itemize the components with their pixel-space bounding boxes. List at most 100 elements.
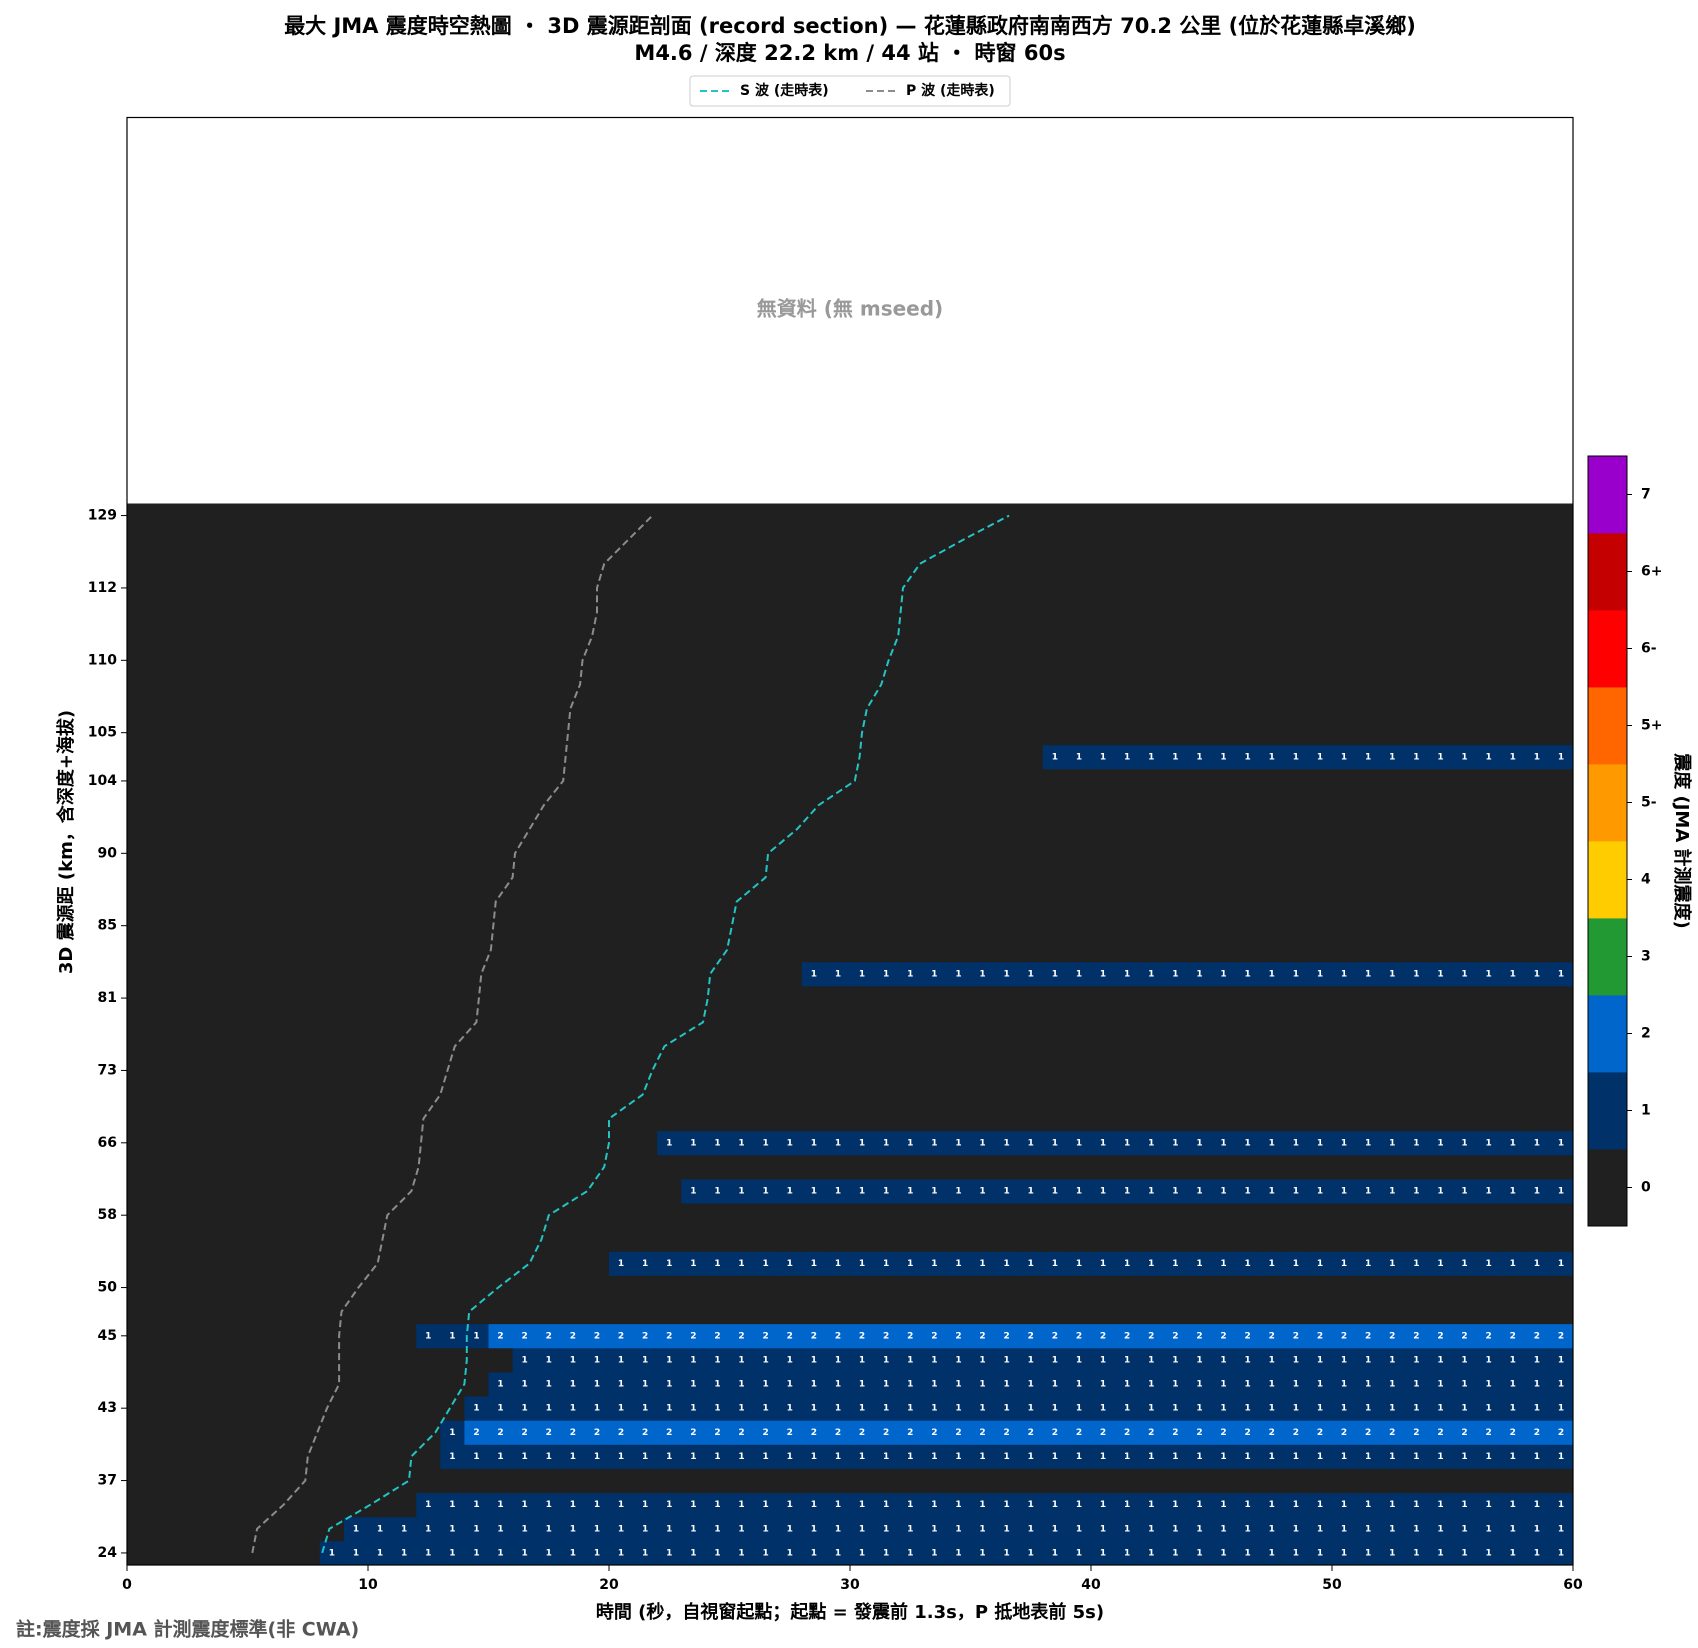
heatmap-cell (1187, 1347, 1212, 1373)
heatmap-cell (223, 961, 248, 987)
heatmap-cell (994, 1106, 1020, 1132)
heatmap-cell (319, 986, 345, 1011)
heatmap-cell (1404, 961, 1429, 987)
heatmap-cell (850, 865, 875, 890)
heatmap-cell (1091, 986, 1116, 1011)
heatmap-cell (777, 1010, 803, 1035)
cell-label: 2 (763, 1428, 769, 1438)
heatmap-cell (898, 1154, 923, 1180)
heatmap-cell (536, 1179, 562, 1204)
heatmap-cell (729, 503, 754, 529)
heatmap-cell (1524, 527, 1550, 553)
cell-label: 2 (883, 1428, 889, 1438)
heatmap-cell (1283, 648, 1309, 673)
cell-label: 1 (1028, 1404, 1034, 1414)
heatmap-cell (729, 527, 754, 553)
heatmap-cell (488, 1106, 513, 1132)
heatmap-cell (1283, 1347, 1309, 1373)
cell-label: 1 (763, 1404, 769, 1414)
heatmap-cell (1018, 527, 1044, 553)
heatmap-cell (1115, 1106, 1140, 1132)
heatmap-cell (1259, 720, 1285, 746)
cell-label: 2 (1028, 1331, 1034, 1341)
heatmap-cell (1066, 672, 1092, 697)
heatmap-cell (729, 1516, 754, 1542)
heatmap-cell (1042, 648, 1068, 673)
heatmap-cell (1452, 1468, 1477, 1494)
heatmap-cell (1018, 551, 1044, 577)
heatmap-cell (1066, 865, 1092, 890)
heatmap-cell (801, 503, 827, 529)
cell-label: 2 (811, 1331, 817, 1341)
heatmap-cell (1018, 1106, 1044, 1132)
cell-label: 1 (1269, 1355, 1275, 1365)
heatmap-cell (753, 1372, 779, 1397)
heatmap-cell (825, 1082, 851, 1108)
heatmap-cell (994, 696, 1020, 722)
heatmap-cell (1548, 1540, 1574, 1566)
cell-label: 1 (859, 1524, 865, 1534)
heatmap-cell (1452, 1372, 1477, 1397)
heatmap-cell (753, 1420, 779, 1445)
heatmap-cell (1235, 1082, 1261, 1108)
heatmap-cell (633, 889, 658, 915)
heatmap-cell (584, 1323, 610, 1349)
heatmap-cell (825, 1203, 851, 1228)
heatmap-cell (560, 1396, 586, 1421)
heatmap-cell (777, 527, 803, 553)
legend-box (689, 75, 1011, 107)
heatmap-cell (247, 1444, 272, 1469)
cell-label: 1 (811, 969, 817, 979)
heatmap-cell (319, 720, 345, 746)
heatmap-cell (922, 889, 947, 915)
heatmap-cell (1211, 551, 1236, 577)
heatmap-cell (1524, 937, 1550, 963)
heatmap-cell (271, 1540, 297, 1566)
heatmap-cell (1332, 1492, 1357, 1518)
heatmap-cell (633, 1323, 658, 1349)
heatmap-cell (946, 1492, 971, 1518)
heatmap-cell (1115, 1203, 1140, 1228)
heatmap-cell (825, 1516, 851, 1542)
cell-label: 1 (811, 1452, 817, 1462)
heatmap-cell (1042, 1347, 1068, 1373)
cell-label: 1 (1028, 1380, 1034, 1390)
heatmap-cell (1283, 1058, 1309, 1083)
cell-label: 2 (1413, 1428, 1419, 1438)
heatmap-cell (223, 648, 248, 673)
cell-label: 1 (1413, 1452, 1419, 1462)
heatmap-cell (1091, 1468, 1116, 1494)
heatmap-cell (681, 1203, 706, 1228)
heatmap-cell (416, 1203, 441, 1228)
heatmap-cell (994, 1299, 1020, 1325)
heatmap-cell (1211, 768, 1236, 794)
heatmap-cell (343, 648, 369, 673)
heatmap-cell (657, 1468, 682, 1494)
heatmap-cell (1018, 624, 1044, 649)
cell-label: 1 (1196, 1259, 1202, 1269)
heatmap-cell (874, 744, 899, 770)
heatmap-cell (825, 648, 851, 673)
heatmap-cell (1452, 1396, 1477, 1421)
heatmap-cell (1332, 1468, 1357, 1494)
heatmap-cell (1139, 1299, 1164, 1325)
cell-label: 1 (1124, 1355, 1130, 1365)
heatmap-cell (175, 672, 200, 697)
cell-label: 1 (1534, 969, 1540, 979)
heatmap-cell (1259, 624, 1285, 649)
heatmap-cell (777, 1106, 803, 1132)
heatmap-cell (1115, 575, 1140, 601)
heatmap-cell (392, 889, 417, 915)
heatmap-cell (801, 696, 827, 722)
heatmap-cell (994, 865, 1020, 890)
heatmap-cell (801, 817, 827, 842)
heatmap-cell (1163, 1034, 1188, 1059)
heatmap-cell (343, 1540, 369, 1566)
heatmap-cell (922, 672, 947, 697)
heatmap-cell (488, 1034, 513, 1059)
heatmap-cell (681, 841, 706, 866)
heatmap-cell (199, 865, 224, 890)
heatmap-cell (850, 1227, 875, 1252)
colorbar-tick-label: 0 (1641, 1180, 1651, 1196)
cell-label: 1 (1172, 1548, 1178, 1558)
